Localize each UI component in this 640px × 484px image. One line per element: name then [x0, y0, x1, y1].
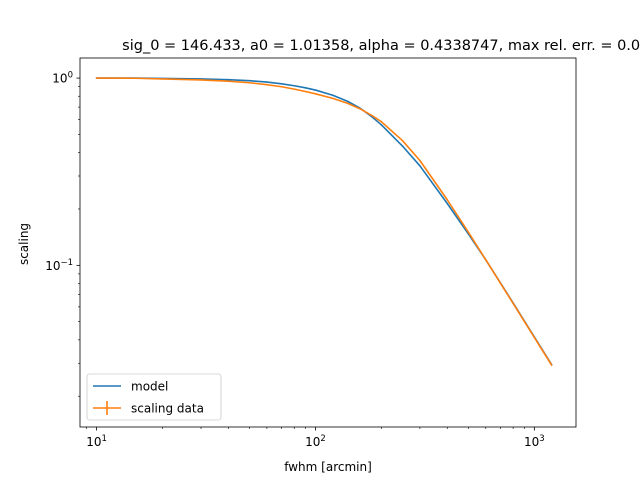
data-point-scaling-data	[293, 88, 296, 90]
data-point-model	[331, 94, 334, 97]
legend: model scaling data	[86, 373, 222, 421]
data-point-scaling-data	[380, 120, 383, 123]
data-point-scaling-data	[401, 139, 404, 142]
data-point-model	[293, 84, 296, 87]
plot-area	[95, 77, 553, 366]
x-tick-label: 103	[524, 434, 545, 449]
data-point-scaling-data	[134, 77, 136, 80]
data-point-model	[227, 78, 230, 81]
x-axis-label: fwhm [arcmin]	[284, 460, 372, 474]
data-point-scaling-data	[550, 364, 553, 366]
y-axis-label: scaling	[17, 223, 31, 265]
data-point-model	[266, 81, 268, 83]
y-tick-label: 10−1	[45, 258, 73, 273]
data-point-model	[401, 145, 404, 147]
axes-frame	[79, 57, 577, 428]
axes: 101 102 103 100 10−1	[45, 57, 577, 449]
chart-title: sig_0 = 146.433, a0 = 1.01358, alpha = 0…	[122, 38, 640, 54]
x-tick-label: 102	[305, 434, 326, 449]
data-point-scaling-data	[484, 259, 487, 261]
data-point-scaling-data	[512, 302, 514, 305]
data-point-scaling-data	[314, 93, 317, 95]
data-point-model	[419, 165, 421, 167]
data-point-scaling-data	[266, 83, 268, 86]
data-point-model	[280, 83, 283, 85]
data-point-scaling-data	[161, 78, 164, 80]
data-point-scaling-data	[467, 231, 470, 234]
x-tick-label: 101	[86, 434, 107, 449]
series-line-scaling-data	[96, 77, 553, 366]
data-point-model	[446, 202, 449, 205]
data-point-scaling-data	[346, 102, 349, 105]
data-point-scaling-data	[533, 336, 536, 339]
data-point-scaling-data	[200, 79, 202, 81]
data-point-scaling-data	[370, 114, 373, 116]
data-point-model	[380, 123, 383, 126]
data-point-scaling-data	[248, 81, 251, 84]
data-point-scaling-data	[304, 90, 307, 93]
data-point-model	[248, 79, 251, 82]
data-point-scaling-data	[95, 77, 98, 79]
data-point-scaling-data	[227, 80, 230, 83]
data-point-model	[346, 100, 349, 103]
legend-label-scaling-data: scaling data	[131, 401, 204, 415]
legend-label-model: model	[131, 379, 168, 393]
data-point-scaling-data	[280, 85, 283, 88]
data-point-scaling-data	[446, 198, 449, 201]
data-point-scaling-data	[331, 97, 334, 100]
data-point-scaling-data	[359, 108, 361, 110]
data-point-model	[304, 87, 307, 89]
data-point-model	[314, 89, 317, 91]
data-point-scaling-data	[419, 159, 421, 162]
y-tick-label: 100	[52, 71, 73, 86]
